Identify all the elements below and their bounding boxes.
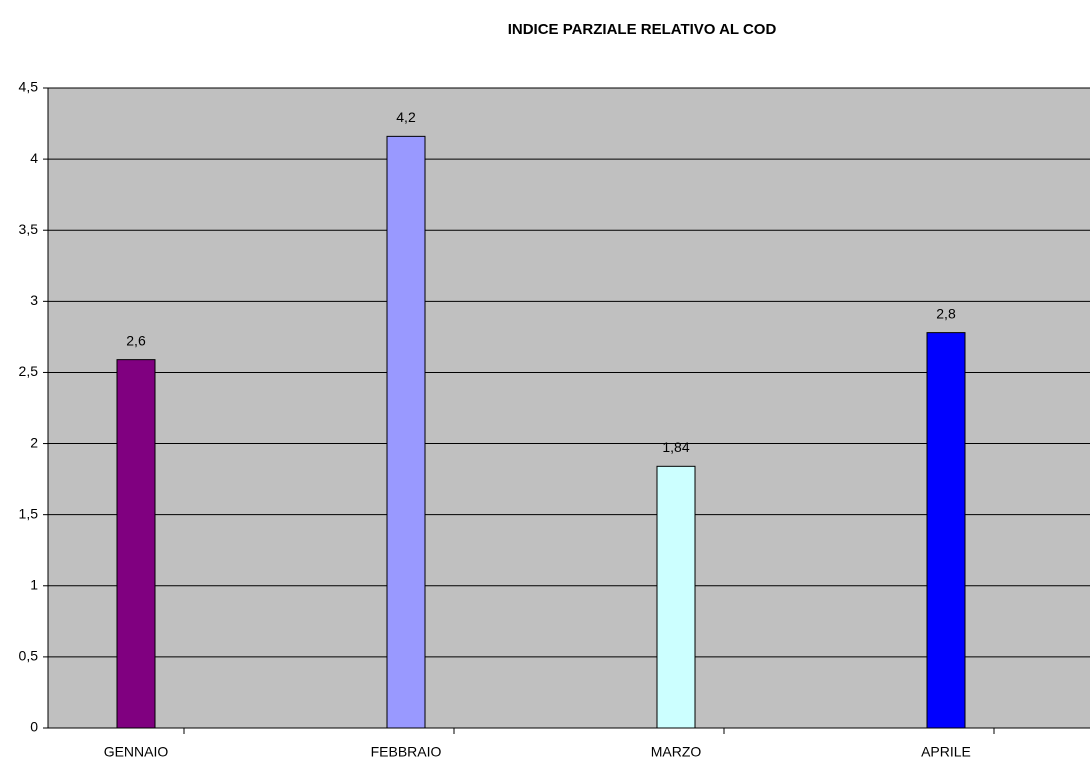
y-tick-label: 4 [30, 150, 38, 166]
y-tick-label: 0 [30, 719, 38, 735]
y-tick-label: 3 [30, 292, 38, 308]
bar [926, 332, 966, 729]
y-tick-label: 1,5 [19, 505, 39, 521]
bar [656, 465, 696, 729]
data-label: 4,2 [396, 109, 416, 125]
y-tick-label: 0,5 [19, 648, 39, 664]
data-label: 2,6 [126, 332, 146, 348]
x-tick-label: MARZO [651, 744, 702, 760]
data-label: 2,8 [936, 305, 956, 321]
y-tick-label: 3,5 [19, 221, 39, 237]
data-label: 1,84 [662, 439, 689, 455]
bar [116, 359, 156, 729]
y-tick-label: 4,5 [19, 79, 39, 95]
bar [386, 135, 426, 729]
y-tick-label: 2,5 [19, 363, 39, 379]
plot-area [48, 88, 1090, 728]
x-tick-label: FEBBRAIO [371, 744, 442, 760]
chart-title: INDICE PARZIALE RELATIVO AL COD [508, 21, 777, 38]
x-tick-label: GENNAIO [104, 744, 169, 760]
y-tick-label: 2 [30, 434, 38, 450]
x-tick-label: APRILE [921, 744, 971, 760]
y-tick-label: 1 [30, 576, 38, 592]
